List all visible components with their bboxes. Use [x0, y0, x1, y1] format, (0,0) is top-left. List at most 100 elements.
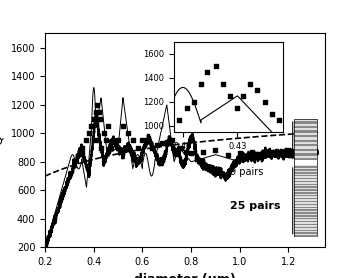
Bar [294, 156, 317, 158]
Bar [294, 153, 317, 156]
Bar [294, 130, 317, 133]
Point [184, 106, 190, 110]
Point [120, 124, 126, 128]
Text: 9 pairs: 9 pairs [230, 167, 264, 177]
Bar [294, 128, 317, 130]
Point [169, 138, 174, 143]
Bar [294, 222, 317, 224]
Bar [294, 176, 317, 178]
Bar [294, 171, 317, 172]
Bar [294, 151, 317, 153]
Point [97, 117, 103, 121]
Text: 25 pairs: 25 pairs [230, 201, 280, 211]
Bar [294, 187, 317, 188]
Point [159, 141, 165, 145]
Point [91, 117, 97, 121]
Bar [294, 225, 317, 227]
Bar [294, 197, 317, 198]
Point [255, 88, 260, 92]
Bar [294, 140, 317, 142]
Point [225, 152, 230, 157]
Bar [294, 202, 317, 204]
Y-axis label: Q: Q [0, 135, 5, 145]
Point [198, 82, 204, 86]
Point [220, 82, 226, 86]
Point [105, 124, 111, 128]
Bar [294, 133, 317, 135]
Bar [294, 218, 317, 219]
Bar [294, 191, 317, 192]
Point [286, 148, 291, 153]
Bar [294, 160, 317, 165]
Bar [294, 208, 317, 209]
Bar [294, 121, 317, 123]
Bar [294, 166, 317, 168]
Bar [294, 195, 317, 197]
Point [164, 140, 170, 144]
Bar [294, 224, 317, 225]
Bar [294, 230, 317, 231]
Bar [294, 234, 317, 235]
Bar [294, 147, 317, 149]
Point [213, 148, 218, 153]
Bar [294, 221, 317, 222]
Bar [294, 211, 317, 212]
Point [84, 138, 90, 143]
Point [237, 151, 243, 155]
Point [96, 110, 101, 114]
Point [240, 94, 246, 98]
Bar [294, 158, 317, 160]
Point [101, 131, 106, 135]
Point [227, 94, 233, 98]
Point [135, 145, 140, 150]
Bar [294, 135, 317, 137]
Bar [294, 149, 317, 151]
Point [125, 131, 131, 135]
Point [130, 138, 136, 143]
Bar [294, 168, 317, 169]
Point [273, 150, 279, 154]
Point [86, 131, 92, 135]
Point [269, 112, 275, 116]
Bar [294, 144, 317, 147]
Point [213, 64, 218, 68]
Bar [294, 204, 317, 205]
Point [188, 151, 194, 155]
Point [144, 138, 150, 143]
Point [103, 138, 109, 143]
Bar [294, 189, 317, 191]
Point [149, 145, 155, 150]
Point [247, 82, 253, 86]
Bar [294, 228, 317, 230]
Bar [294, 214, 317, 215]
Point [79, 145, 84, 150]
Bar [294, 235, 317, 237]
Point [110, 138, 116, 143]
Bar [294, 192, 317, 193]
Point [115, 138, 121, 143]
Bar [294, 173, 317, 175]
Point [93, 110, 99, 114]
Point [277, 118, 282, 122]
Point [88, 124, 94, 128]
Bar [294, 212, 317, 214]
Bar [294, 169, 317, 171]
Point [174, 148, 179, 153]
Bar [294, 119, 317, 121]
Bar [294, 231, 317, 232]
Point [98, 145, 104, 150]
Bar [294, 232, 317, 234]
Bar [294, 217, 317, 218]
Bar [294, 188, 317, 189]
Bar [294, 198, 317, 199]
Point [108, 145, 114, 150]
Bar [294, 178, 317, 179]
Point [298, 150, 304, 154]
Bar [294, 193, 317, 195]
Bar [294, 227, 317, 228]
Bar [294, 175, 317, 176]
Bar [294, 183, 317, 185]
Bar [294, 219, 317, 221]
Bar [294, 209, 317, 211]
Point [183, 150, 189, 154]
